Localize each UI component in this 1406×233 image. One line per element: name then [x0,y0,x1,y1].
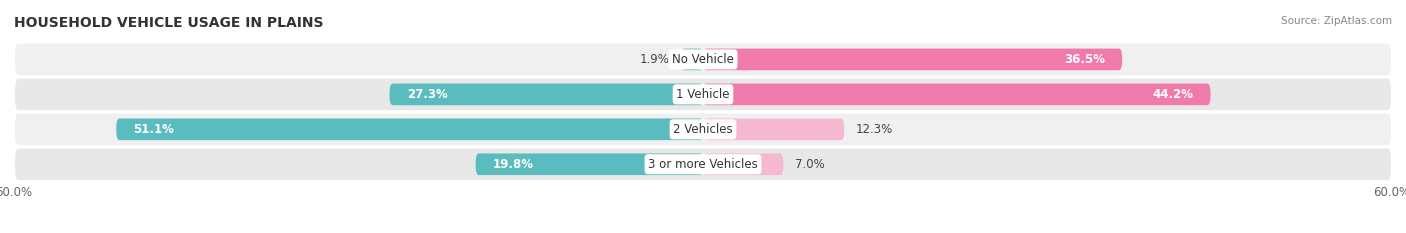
Text: 2 Vehicles: 2 Vehicles [673,123,733,136]
FancyBboxPatch shape [389,83,703,105]
Text: 36.5%: 36.5% [1064,53,1105,66]
Text: 51.1%: 51.1% [134,123,174,136]
Text: 19.8%: 19.8% [494,158,534,171]
Text: 12.3%: 12.3% [856,123,893,136]
FancyBboxPatch shape [703,83,1211,105]
FancyBboxPatch shape [703,153,783,175]
Text: 27.3%: 27.3% [406,88,447,101]
Text: No Vehicle: No Vehicle [672,53,734,66]
FancyBboxPatch shape [117,118,703,140]
Text: 1.9%: 1.9% [640,53,669,66]
FancyBboxPatch shape [681,49,703,70]
FancyBboxPatch shape [14,43,1392,76]
Text: 3 or more Vehicles: 3 or more Vehicles [648,158,758,171]
FancyBboxPatch shape [703,118,844,140]
FancyBboxPatch shape [703,49,1122,70]
FancyBboxPatch shape [475,153,703,175]
Text: Source: ZipAtlas.com: Source: ZipAtlas.com [1281,16,1392,26]
FancyBboxPatch shape [14,113,1392,146]
FancyBboxPatch shape [14,78,1392,111]
Text: 44.2%: 44.2% [1153,88,1194,101]
Text: 7.0%: 7.0% [794,158,824,171]
FancyBboxPatch shape [14,147,1392,181]
Text: HOUSEHOLD VEHICLE USAGE IN PLAINS: HOUSEHOLD VEHICLE USAGE IN PLAINS [14,16,323,30]
Text: 1 Vehicle: 1 Vehicle [676,88,730,101]
